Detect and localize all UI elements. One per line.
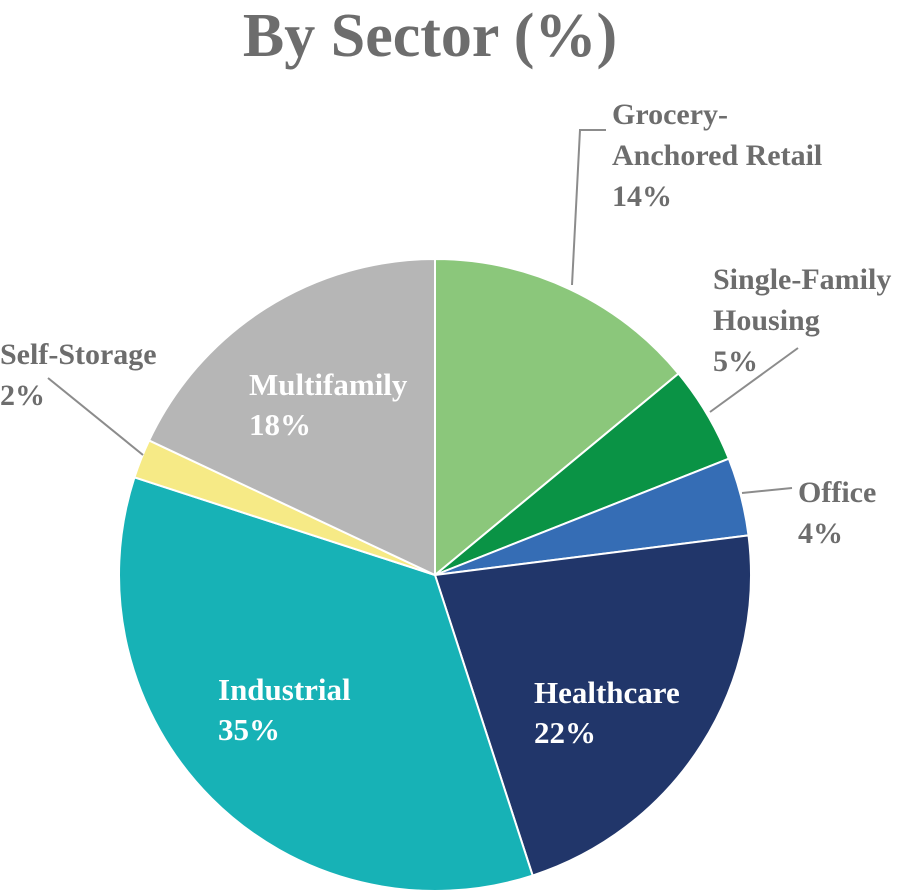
pie-slices (118, 257, 752, 892)
slice-name-grocery-anchored-retail: Grocery- (612, 98, 728, 131)
slice-value-multifamily: 18% (249, 407, 311, 442)
slice-name-multifamily: Multifamily (249, 367, 408, 402)
leader-line-grocery-anchored-retail (571, 129, 606, 286)
slice-value-self-storage: 2% (0, 379, 45, 412)
pie-slice-industrial (118, 476, 534, 892)
slice-value-single-family-housing: 5% (713, 345, 758, 378)
pie-slice-multifamily (147, 257, 436, 577)
slice-label-self-storage: Self-Storage 2% (0, 338, 157, 412)
slice-label-healthcare: Healthcare 22% (534, 675, 680, 750)
slice-label-multifamily: Multifamily 18% (249, 367, 408, 442)
slice-label-industrial: Industrial 35% (218, 672, 351, 747)
slice-value-grocery-anchored-retail: 14% (612, 180, 672, 213)
slice-name-single-family-housing: Housing (713, 304, 820, 337)
pie-slice-grocery-anchored-retail (434, 257, 680, 578)
slice-value-healthcare: 22% (534, 715, 596, 750)
slice-name-grocery-anchored-retail: Anchored Retail (612, 139, 822, 172)
pie-slice-healthcare (433, 534, 752, 877)
slice-name-healthcare: Healthcare (534, 675, 680, 710)
slice-label-grocery-anchored-retail: Grocery- Anchored Retail 14% (612, 98, 822, 213)
leader-line-self-storage (47, 377, 144, 456)
slice-label-single-family-housing: Single-Family Housing 5% (713, 263, 891, 378)
slice-value-industrial: 35% (218, 712, 280, 747)
slice-name-single-family-housing: Single-Family (713, 263, 891, 296)
slice-value-office: 4% (798, 517, 843, 550)
slice-label-office: Office 4% (798, 476, 876, 550)
leader-line-single-family-housing (709, 347, 799, 413)
slice-name-industrial: Industrial (218, 672, 351, 707)
slice-name-office: Office (798, 476, 876, 509)
slice-name-self-storage: Self-Storage (0, 338, 157, 371)
chart-title: By Sector (%) (242, 2, 618, 70)
leader-line-office (741, 487, 793, 494)
